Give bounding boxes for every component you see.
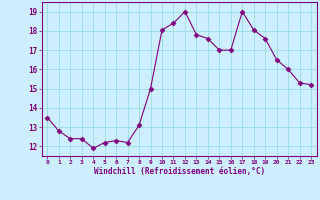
X-axis label: Windchill (Refroidissement éolien,°C): Windchill (Refroidissement éolien,°C)	[94, 167, 265, 176]
